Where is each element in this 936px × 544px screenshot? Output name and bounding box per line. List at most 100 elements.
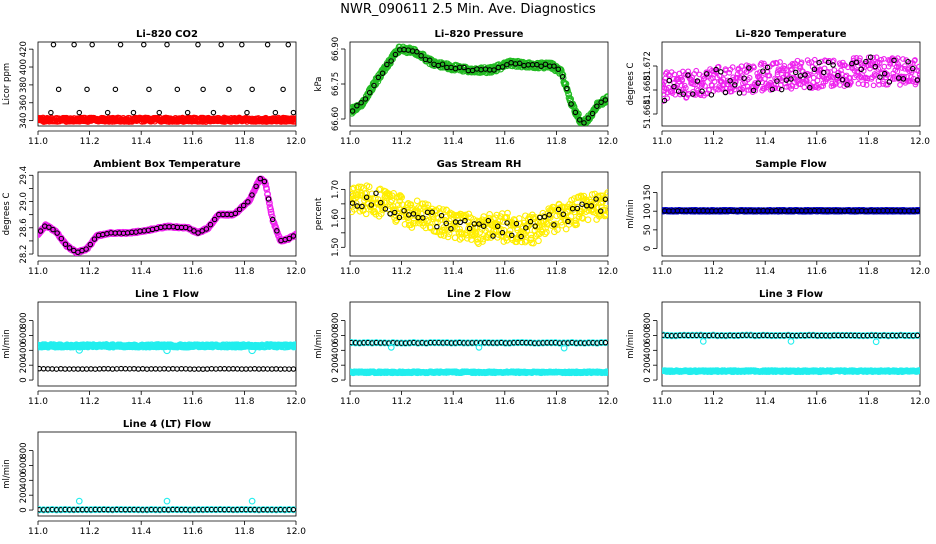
y-tick-label: 28.6 [19, 218, 29, 237]
x-tick-label: 11.2 [704, 267, 724, 277]
x-tick-label: 11.2 [80, 397, 100, 407]
chart-title: Li–820 Pressure [435, 29, 524, 40]
data-point [84, 367, 88, 371]
data-point [95, 126, 99, 130]
y-tick-label: 600 [331, 327, 341, 343]
data-point [278, 367, 282, 371]
x-tick-label: 11.4 [755, 267, 775, 277]
data-point [139, 126, 143, 130]
x-tick-label: 12.0 [910, 267, 930, 277]
data-layer [660, 55, 923, 104]
data-point [142, 42, 146, 46]
data-point [110, 367, 114, 371]
chart-title: Line 3 Flow [759, 289, 823, 300]
y-tick-label: 1.50 [331, 238, 341, 257]
y-tick-label: 200 [19, 357, 29, 373]
data-layer [659, 208, 923, 214]
data-point [131, 110, 135, 114]
x-tick-label: 11.6 [807, 267, 827, 277]
y-axis-label: degrees C [626, 63, 636, 106]
y-tick-label: 400 [331, 342, 341, 358]
data-point [41, 367, 45, 371]
data-point [105, 110, 109, 114]
data-point [265, 367, 269, 371]
data-point [250, 87, 254, 91]
y-tick-label: 50 [643, 224, 653, 235]
x-tick-label: 11.0 [340, 267, 360, 277]
x-tick-label: 11.8 [546, 397, 566, 407]
data-point [90, 42, 94, 46]
y-tick-label: 200 [643, 357, 653, 373]
data-point [175, 367, 179, 371]
data-point [831, 63, 835, 67]
data-point [175, 87, 179, 91]
y-tick-label: 340 [19, 113, 29, 129]
x-tick-label: 11.6 [183, 137, 203, 147]
x-tick-label: 11.8 [546, 137, 566, 147]
data-point [54, 367, 58, 371]
data-point [248, 367, 252, 371]
data-point [67, 367, 71, 371]
data-point [184, 367, 188, 371]
data-point [218, 367, 222, 371]
x-tick-label: 11.8 [234, 267, 254, 277]
x-tick-label: 12.0 [910, 397, 930, 407]
data-point [240, 367, 244, 371]
data-point [281, 87, 285, 91]
x-tick-label: 11.0 [28, 267, 48, 277]
y-tick-label: 1.60 [331, 209, 341, 228]
x-tick-label: 11.0 [340, 137, 360, 147]
data-point [287, 367, 291, 371]
x-tick-label: 11.6 [807, 137, 827, 147]
x-tick-label: 11.8 [858, 397, 878, 407]
chart-title: Line 2 Flow [447, 289, 511, 300]
y-tick-label: 51.672 [643, 51, 653, 81]
x-tick-label: 11.8 [234, 137, 254, 147]
x-tick-label: 12.0 [286, 397, 306, 407]
x-tick-label: 11.8 [546, 267, 566, 277]
data-point [158, 367, 162, 371]
y-tick-label: 1.70 [331, 180, 341, 199]
data-point [270, 367, 274, 371]
x-tick-label: 11.4 [443, 267, 463, 277]
x-tick-label: 12.0 [286, 137, 306, 147]
data-point [179, 367, 183, 371]
x-tick-label: 11.2 [392, 137, 412, 147]
data-point [274, 367, 278, 371]
x-tick-label: 11.0 [28, 397, 48, 407]
y-tick-label: 800 [331, 312, 341, 328]
data-point [291, 367, 295, 371]
x-tick-label: 11.4 [443, 137, 463, 147]
y-tick-label: 66.90 [331, 37, 341, 61]
x-tick-label: 12.0 [286, 267, 306, 277]
page-title: NWR_090611 2.5 Min. Ave. Diagnostics [0, 2, 936, 17]
data-point [93, 367, 97, 371]
x-tick-label: 11.6 [183, 397, 203, 407]
x-tick-label: 12.0 [598, 267, 618, 277]
data-point [240, 42, 244, 46]
data-point [235, 367, 239, 371]
y-tick-label: 360 [19, 95, 29, 111]
data-point [196, 42, 200, 46]
x-tick-label: 11.8 [858, 137, 878, 147]
data-point [56, 87, 60, 91]
data-point [209, 367, 213, 371]
data-point [171, 367, 175, 371]
x-tick-label: 11.8 [234, 397, 254, 407]
data-point [201, 367, 205, 371]
y-axis-label: ml/min [626, 329, 636, 359]
x-tick-label: 11.6 [495, 397, 515, 407]
x-tick-label: 11.0 [28, 137, 48, 147]
data-point [856, 81, 861, 86]
x-tick-label: 11.6 [807, 397, 827, 407]
data-point [192, 367, 196, 371]
data-point [222, 367, 226, 371]
data-point [245, 110, 249, 114]
data-point [286, 42, 290, 46]
